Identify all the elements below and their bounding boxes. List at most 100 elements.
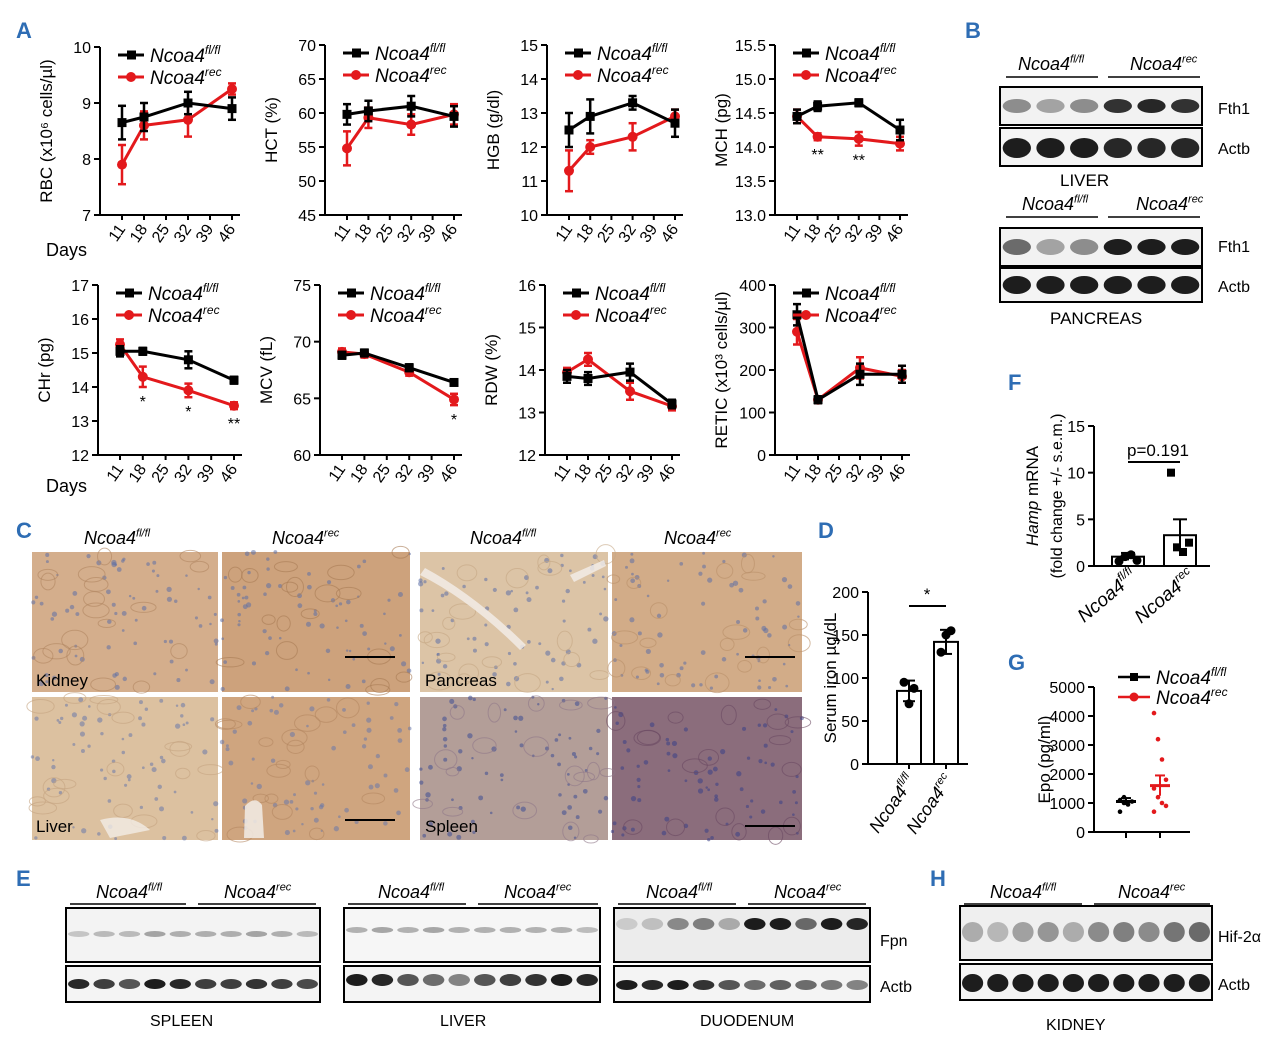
nucleus-dot [714,797,719,802]
x-tick-label: 11 [104,461,128,484]
data-point-square [813,101,823,111]
cell-outline [434,749,458,770]
cell-outline [767,826,784,845]
legend-label-fl: Ncoa4fl/fl [370,281,441,305]
nucleus-dot [478,795,484,801]
nucleus-dot [97,717,103,723]
nucleus-dot [714,674,719,679]
cell-outline [228,566,243,583]
header-e-spleen-fl: Ncoa4fl/fl [96,881,163,902]
nucleus-dot [383,821,388,826]
cell-outline [442,806,464,817]
band-actb-pancreas [1036,276,1065,294]
series-line [795,331,903,403]
data-point [1179,548,1187,556]
band-fpn-duodenum [641,918,664,930]
nucleus-dot [344,807,349,813]
nucleus-dot [326,698,331,702]
band-actb-spleen [144,979,166,989]
x-tick-label: 25 [149,221,173,245]
y-tick-label: 100 [739,406,766,423]
nucleus-dot [735,831,741,837]
cell-outline [741,571,766,581]
cell-outline [286,739,305,754]
nucleus-dot [51,611,58,617]
nucleus-dot [268,636,272,640]
nucleus-dot [442,723,447,728]
cell-outline [472,737,497,754]
nucleus-dot [321,783,325,786]
nucleus-dot [152,560,157,565]
nucleus-dot [513,715,518,721]
cell-outline [583,834,599,844]
band-actb-kidney [1037,974,1059,992]
nucleus-dot [79,721,85,727]
cell-outline [698,749,720,766]
cell-outline [175,767,191,780]
micro-label-spleen: Spleen [425,817,478,836]
series-line [346,104,455,118]
y-tick-label: 65 [293,391,311,408]
nucleus-dot [707,756,712,761]
y-tick-label: 8 [82,152,91,169]
nucleus-dot [58,720,62,724]
header-h-rec: Ncoa4rec [1118,881,1186,902]
y-tick-label: 17 [71,278,89,295]
x-tick-label: 39 [634,461,658,485]
blot-label-fth1-liver: Fth1 [1218,101,1250,118]
legend-marker-rec [124,310,134,320]
cell-outline [164,741,193,752]
band-actb-duodenum [641,980,664,990]
data-point-square [855,369,865,379]
y-tick-label: 200 [739,363,766,380]
significance-mark: * [451,412,457,429]
y-tick-label: 2000 [1049,767,1085,784]
cell-outline [308,827,325,841]
cell-outline [271,804,293,820]
series-line [118,343,235,408]
nucleus-dot [729,582,734,588]
nucleus-dot [176,678,181,683]
data-point-square [625,367,635,377]
x-tick-label: 39 [193,221,217,245]
cell-outline [365,684,391,696]
y-tick-label: 55 [298,140,316,157]
nucleus-dot [185,668,188,672]
band-actb-liver [1137,138,1166,158]
nucleus-dot [749,815,753,819]
header-b2-fl: Ncoa4fl/fl [1022,193,1089,214]
nucleus-dot [443,757,448,762]
nucleus-dot [525,591,529,595]
nucleus-dot [636,764,640,768]
nucleus-dot [516,805,521,810]
nucleus-dot [97,832,101,836]
cell-outline [53,778,77,790]
nucleus-dot [562,619,566,623]
band-actb-spleen [245,979,268,989]
panel-letter-g: G [1008,650,1025,675]
band-actb-pancreas [1137,276,1166,294]
nucleus-dot [146,562,150,566]
nucleus-dot [551,687,554,691]
legend-marker-rec [573,70,583,80]
nucleus-dot [319,623,325,629]
nucleus-dot [306,724,309,728]
nucleus-dot [722,559,726,564]
cell-outline [77,566,106,583]
cell-outline [97,547,113,566]
y-tick-label: 13 [520,106,538,123]
cell-outline [626,576,642,589]
band-actb-liver [1103,138,1132,158]
nucleus-dot [266,583,272,589]
data-point [1155,736,1161,742]
legend-marker-rec [571,310,581,320]
nucleus-dot [335,604,339,608]
nucleus-dot [121,629,125,632]
nucleus-dot [278,636,282,640]
data-point-square [115,346,125,356]
band-actb-duodenum [692,980,715,990]
cell-outline [275,641,298,660]
nucleus-dot [449,698,455,704]
nucleus-dot [645,669,650,674]
band-actb-duodenum [718,980,740,990]
